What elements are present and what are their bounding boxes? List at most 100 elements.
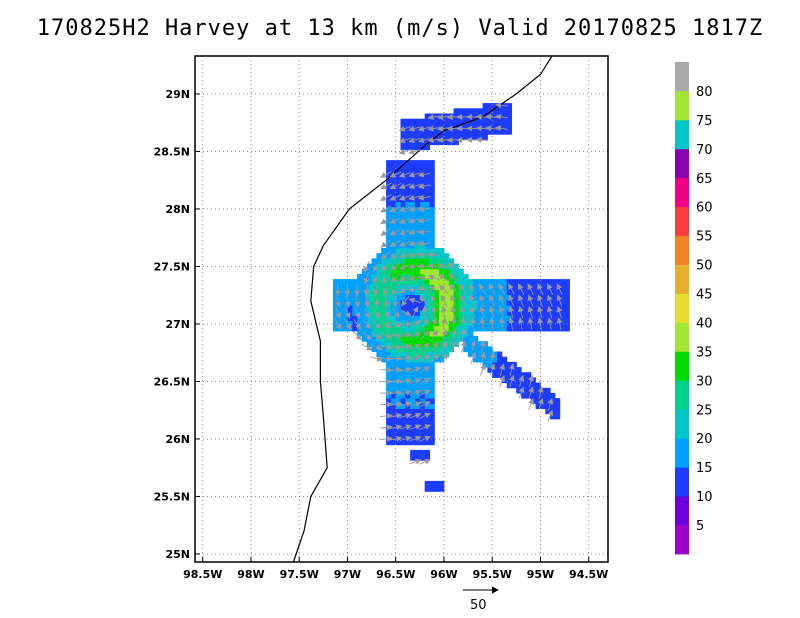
wind-speed-cell [381, 341, 387, 347]
wind-speed-cell [501, 123, 508, 130]
wind-speed-cell [429, 372, 435, 378]
wind-speed-cell [395, 377, 401, 384]
wind-vector [417, 183, 431, 190]
wind-speed-cell [410, 382, 416, 389]
wind-vector [334, 318, 342, 330]
wind-speed-cell [444, 294, 450, 301]
wind-speed-cell [410, 429, 416, 435]
wind-speed-cell [386, 273, 392, 280]
wind-speed-cell [395, 315, 401, 321]
wind-speed-cell [550, 403, 556, 409]
wind-speed-cell [366, 325, 373, 332]
wind-speed-cell [366, 341, 373, 347]
wind-vector [431, 317, 438, 330]
wind-speed-cell [381, 330, 387, 337]
wind-speed-cell [395, 237, 401, 244]
wind-speed-cell [564, 325, 570, 332]
wind-speed-cell [333, 294, 339, 301]
wind-speed-cell [559, 325, 566, 332]
wind-speed-cell [458, 134, 464, 140]
wind-speed-cell [415, 398, 421, 404]
wind-speed-cell [487, 118, 493, 125]
wind-speed-cell [468, 279, 474, 285]
wind-speed-cell [506, 113, 512, 120]
wind-speed-cell [419, 403, 426, 409]
wind-speed-cell [564, 299, 570, 306]
wind-speed-cell [468, 129, 474, 135]
wind-speed-cell [453, 336, 459, 342]
wind-speed-cell [415, 310, 421, 316]
wind-speed-cell [410, 408, 416, 415]
wind-speed-cell [458, 118, 464, 125]
wind-speed-cell [400, 279, 406, 285]
wind-speed-cell [463, 273, 469, 280]
wind-speed-cell [400, 387, 406, 394]
wind-speed-cell [559, 279, 566, 285]
wind-speed-cell [521, 392, 527, 399]
wind-speed-cell [487, 325, 493, 332]
wind-vector [411, 306, 419, 318]
wind-speed-cell [386, 341, 392, 347]
wind-speed-cell [390, 191, 397, 197]
wind-speed-cell [540, 279, 546, 285]
wind-vector [489, 294, 495, 307]
wind-speed-cell [424, 227, 430, 233]
colorbar-label: 50 [696, 259, 713, 274]
wind-speed-cell [386, 217, 392, 223]
wind-speed-cell [511, 310, 517, 316]
wind-speed-cell [540, 403, 546, 409]
wind-speed-cell [410, 361, 416, 368]
wind-speed-cell [530, 279, 537, 285]
wind-vector [417, 251, 431, 258]
wind-speed-cell [347, 279, 353, 285]
colorbar-swatch [675, 119, 689, 150]
wind-speed-cell [410, 211, 416, 218]
wind-speed-cell [386, 289, 392, 296]
wind-speed-cell [429, 196, 435, 202]
wind-speed-cell [521, 305, 527, 311]
wind-speed-cell [400, 118, 406, 125]
wind-speed-cell [439, 336, 445, 342]
wind-speed-cell [366, 273, 373, 280]
wind-vector [399, 435, 413, 442]
wind-speed-cell [545, 310, 551, 316]
wind-speed-cell [535, 392, 541, 399]
wind-speed-cell [530, 392, 537, 399]
wind-speed-cell [333, 320, 339, 327]
wind-speed-cell [477, 129, 483, 135]
wind-speed-cell [386, 439, 392, 446]
colorbar: 5 10 15 20 25 30 35 40 45 50 55 60 65 70 75 80 [675, 62, 713, 555]
wind-speed-cell [410, 175, 416, 182]
wind-speed-cell [540, 294, 546, 301]
wind-speed-cell [405, 129, 411, 135]
wind-speed-cell [424, 206, 430, 213]
wind-speed-cell [400, 134, 406, 140]
wind-speed-cell [371, 341, 377, 347]
wind-speed-cell [448, 346, 455, 353]
wind-speed-cell [453, 268, 459, 275]
wind-speed-cell [424, 253, 430, 259]
wind-speed-cell [337, 284, 344, 290]
wind-speed-cell [472, 113, 479, 120]
wind-speed-cell [482, 134, 488, 140]
plot-frame [194, 55, 609, 563]
wind-speed-cell [554, 299, 561, 306]
wind-speed-cell [501, 118, 508, 125]
wind-speed-cell [386, 165, 392, 171]
wind-speed-cell [429, 299, 435, 306]
wind-vector [343, 318, 352, 330]
wind-speed-cell [482, 346, 488, 353]
wind-speed-cell [395, 222, 401, 228]
wind-vector [450, 340, 457, 353]
wind-speed-cell [400, 232, 406, 239]
wind-speed-cell [390, 377, 397, 384]
wind-speed-cell [434, 305, 440, 311]
wind-speed-cell [487, 129, 493, 135]
wind-speed-cell [429, 351, 435, 358]
wind-speed-cell [477, 118, 483, 125]
colorbar-label: 70 [696, 143, 713, 158]
wind-speed-cell [405, 144, 411, 151]
wind-speed-cell [424, 185, 430, 192]
wind-speed-cell [410, 222, 416, 228]
wind-speed-cell [424, 175, 430, 182]
